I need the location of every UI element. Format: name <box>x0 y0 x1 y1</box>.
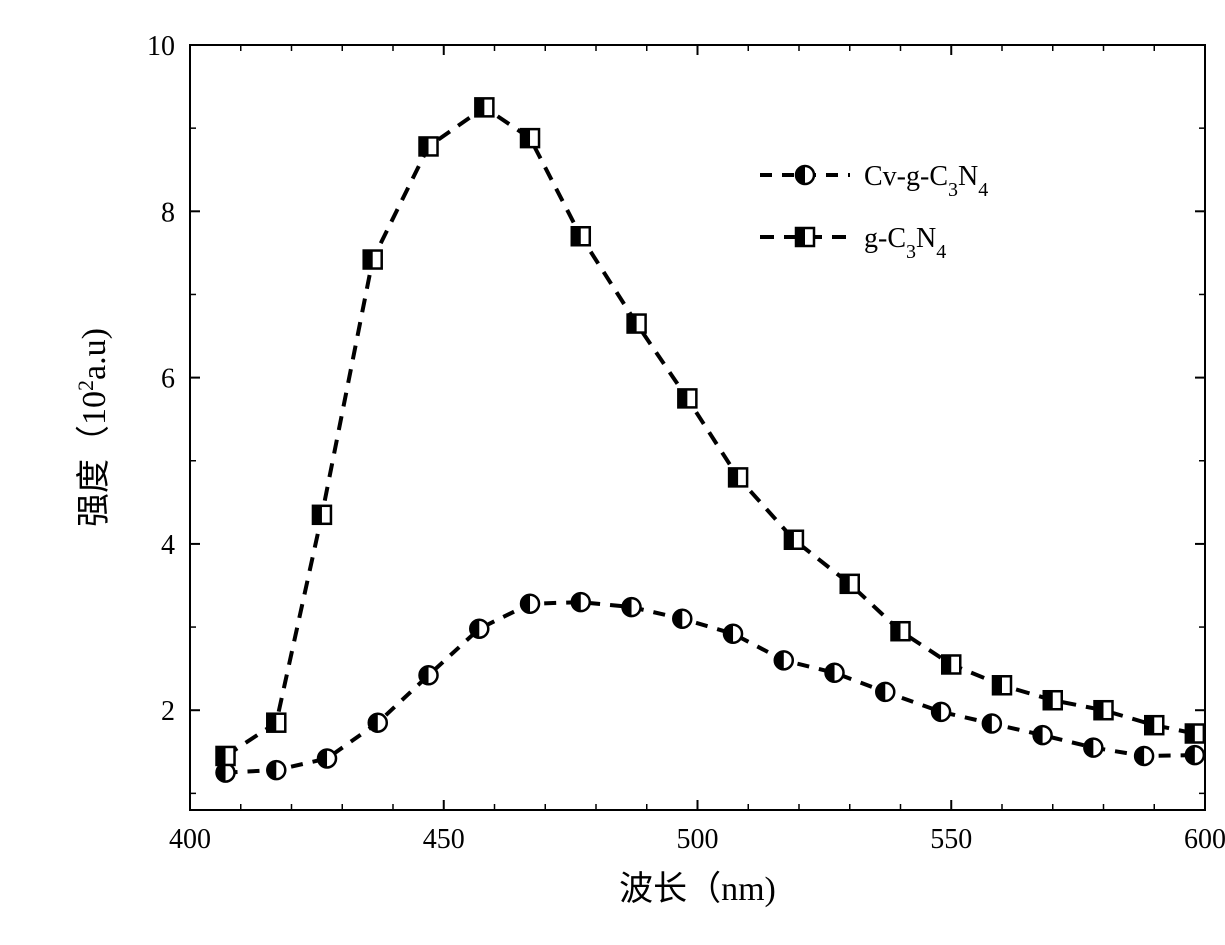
marker-square-fill <box>729 468 738 486</box>
series-line <box>226 107 1195 756</box>
marker-square-fill <box>1186 725 1195 743</box>
legend-entry: Cv-g-C3N4 <box>760 161 988 201</box>
legend-label: g-C3N4 <box>864 223 946 263</box>
x-tick-label: 600 <box>1184 824 1225 855</box>
y-tick-label: 6 <box>161 364 175 395</box>
marker-square-fill <box>217 747 226 765</box>
y-axis-label-group: 强度（102a.u) <box>73 328 114 527</box>
x-tick-label: 550 <box>930 824 972 855</box>
marker-square-fill <box>785 531 794 549</box>
series-g-C3N4 <box>217 98 1204 765</box>
marker-square-fill <box>420 137 429 155</box>
legend-label: Cv-g-C3N4 <box>864 161 988 201</box>
y-axis-label: 强度（102a.u) <box>73 328 114 527</box>
y-tick-label: 8 <box>161 197 175 228</box>
marker-square-fill <box>475 98 484 116</box>
chart-container: 400 450 500 550 600 2 4 6 8 10 波长（nm) 强度（102a.u) Cv-… <box>40 20 1225 945</box>
marker-square-fill <box>364 251 373 269</box>
marker-square-fill <box>572 227 581 245</box>
y-tick-label: 4 <box>161 530 175 561</box>
series-line <box>226 602 1195 772</box>
chart-svg: 400 450 500 550 600 2 4 6 8 10 波长（nm) 强度（102a.u) Cv-… <box>40 20 1225 940</box>
marker-square-fill <box>1145 716 1154 734</box>
y-tick-label: 10 <box>147 31 175 62</box>
marker-square-fill <box>1095 701 1104 719</box>
x-tick-label: 400 <box>169 824 211 855</box>
marker-square-fill <box>796 228 805 246</box>
x-tick-label: 450 <box>423 824 465 855</box>
marker-square-fill <box>313 506 322 524</box>
marker-square-fill <box>841 575 850 593</box>
marker-square-fill <box>267 714 276 732</box>
marker-square-fill <box>1044 691 1053 709</box>
marker-square-fill <box>892 622 901 640</box>
marker-square-fill <box>521 129 530 147</box>
x-tick-label: 500 <box>677 824 719 855</box>
marker-square-fill <box>628 315 637 333</box>
marker-square-fill <box>678 389 687 407</box>
legend-entry: g-C3N4 <box>760 223 946 263</box>
y-tick-label: 2 <box>161 696 175 727</box>
x-axis-label: 波长（nm) <box>619 870 776 908</box>
marker-square-fill <box>993 676 1002 694</box>
marker-square-fill <box>942 655 951 673</box>
series-Cv-g-C3N4 <box>217 593 1204 781</box>
